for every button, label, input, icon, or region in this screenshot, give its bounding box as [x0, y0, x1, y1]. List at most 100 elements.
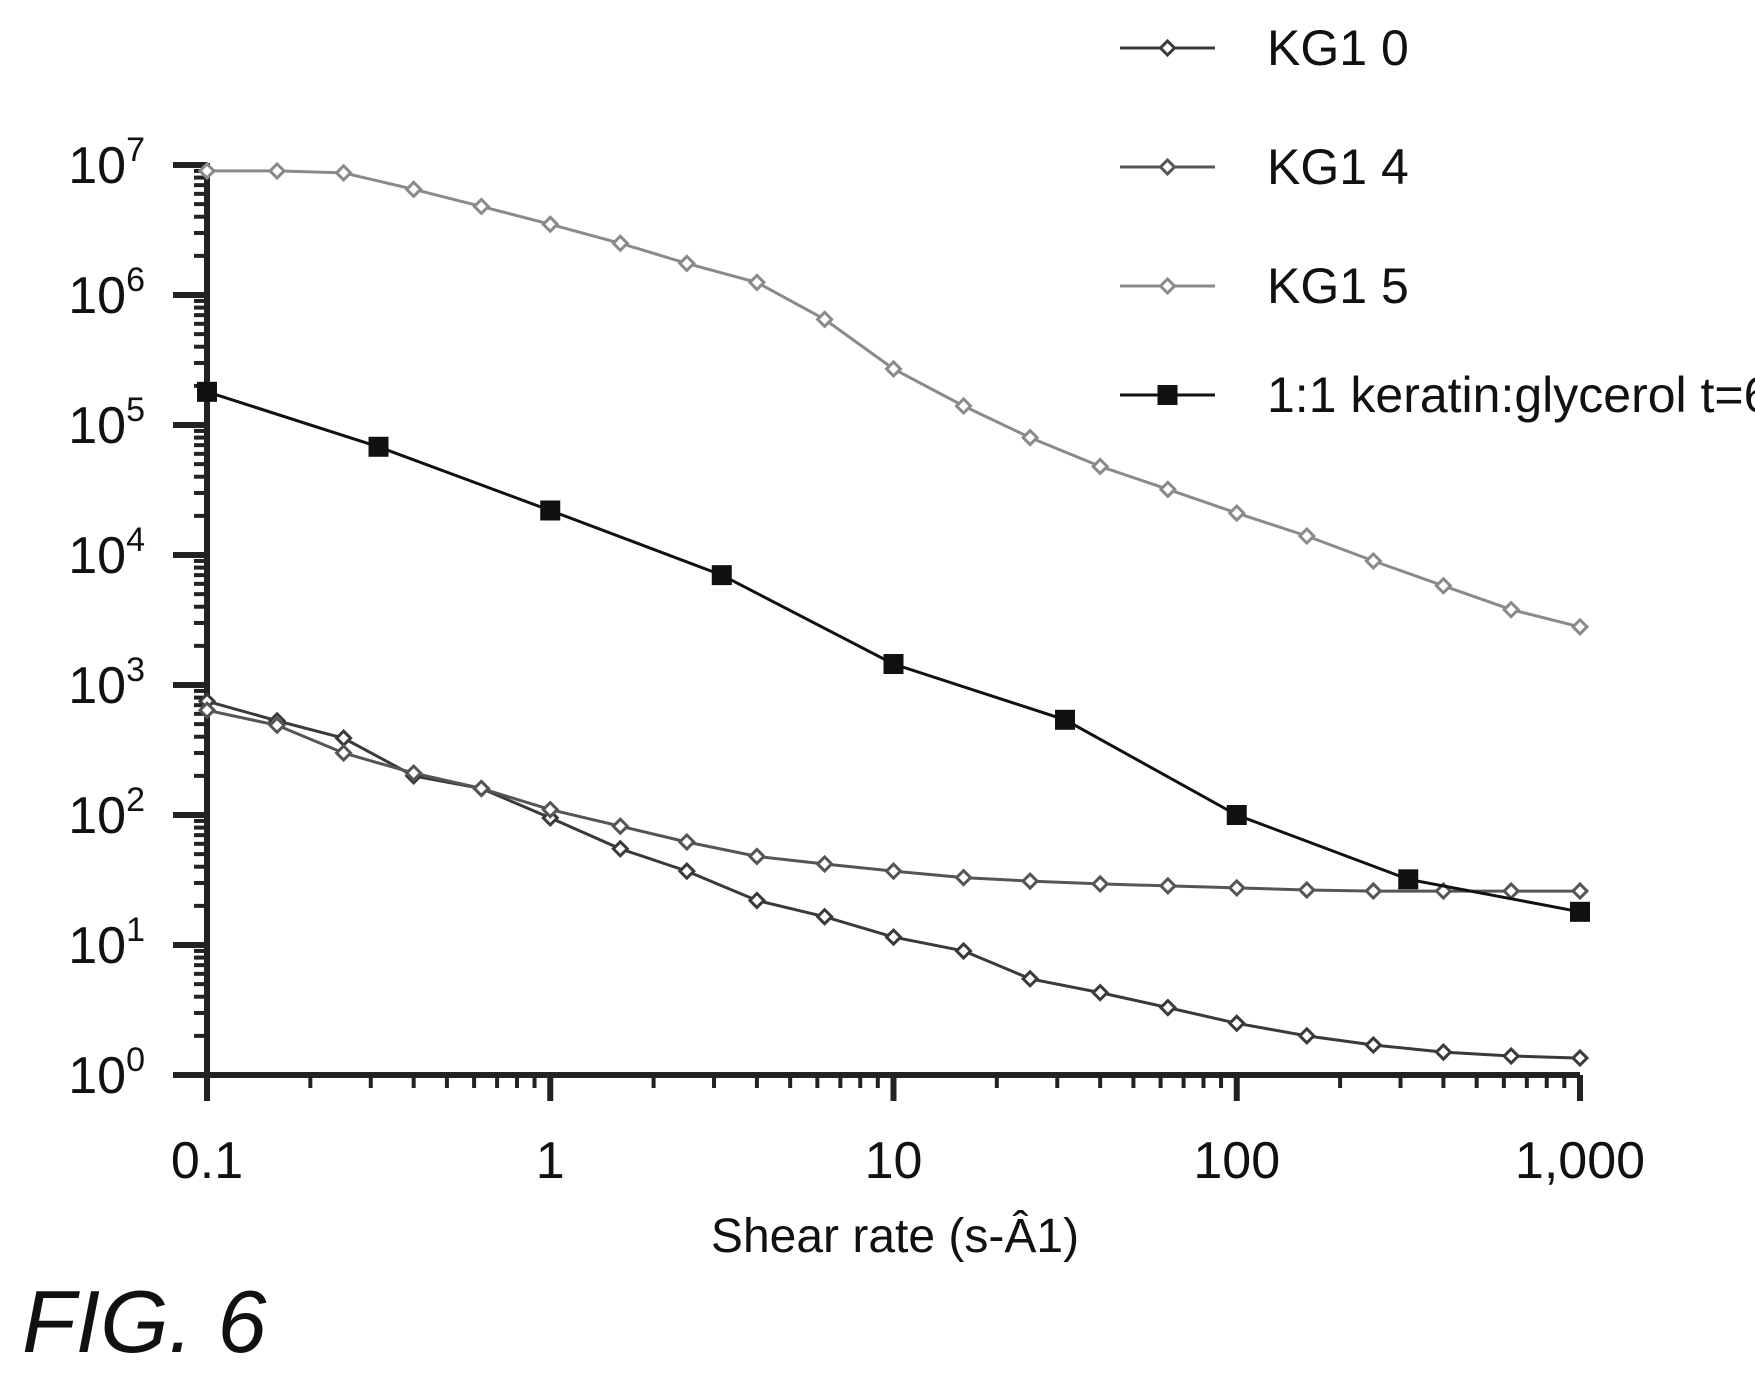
- data-point: [1158, 480, 1177, 499]
- legend-label: 1:1 keratin:glycerol t=6: [1267, 367, 1755, 423]
- data-point: [1227, 503, 1246, 523]
- legend-swatch-marker: [1158, 38, 1177, 58]
- data-point: [1055, 709, 1076, 730]
- data-point: [1297, 880, 1316, 900]
- data-point: [815, 907, 834, 926]
- data-point: [334, 163, 353, 182]
- data-point: [747, 847, 767, 866]
- legend-item-0: KG1 0: [1120, 20, 1409, 76]
- data-point: [1364, 881, 1383, 901]
- data-point: [1091, 983, 1110, 1002]
- data-point: [954, 396, 973, 416]
- data-point: [884, 862, 903, 881]
- data-point: [1434, 576, 1453, 595]
- data-point: [267, 161, 287, 181]
- x-tick-label: 1: [536, 1132, 565, 1190]
- y-tick-label: 106: [68, 261, 145, 325]
- data-point: [1570, 617, 1590, 636]
- data-point: [1297, 526, 1316, 546]
- legend: KG1 0 KG1 4 KG1 5 1:1 keratin:glycerol t=6: [1120, 20, 1755, 423]
- data-point: [1501, 1046, 1521, 1066]
- y-tick-label: 102: [68, 781, 145, 845]
- x-tick-label: 0.1: [171, 1132, 243, 1190]
- data-point: [404, 180, 423, 199]
- series-2: [197, 161, 1590, 636]
- data-point: [747, 273, 767, 292]
- data-point: [1501, 600, 1521, 619]
- data-point: [1158, 998, 1177, 1017]
- data-point: [884, 359, 903, 379]
- data-point: [815, 310, 834, 329]
- figure-caption: FIG. 6: [22, 1272, 267, 1371]
- data-point: [1364, 1035, 1383, 1055]
- data-point: [368, 436, 389, 457]
- data-point: [611, 234, 630, 253]
- legend-swatch-marker: [1158, 157, 1177, 177]
- data-point: [1227, 878, 1246, 898]
- data-point: [197, 161, 217, 181]
- legend-item-1: KG1 4: [1120, 139, 1409, 195]
- y-tick-label: 101: [68, 911, 145, 975]
- data-point: [1434, 1042, 1453, 1062]
- data-point: [883, 654, 904, 675]
- data-point: [611, 817, 630, 836]
- data-point: [540, 500, 561, 521]
- data-point: [1501, 881, 1521, 901]
- data-point: [954, 941, 973, 961]
- data-point: [1297, 1026, 1316, 1045]
- data-point: [677, 862, 696, 881]
- data-point: [1091, 457, 1110, 476]
- x-axis-title: Shear rate (s-Â1): [711, 1210, 1079, 1263]
- data-point: [1158, 876, 1177, 895]
- data-point: [541, 215, 560, 234]
- data-point: [1570, 881, 1590, 901]
- x-tick-label: 100: [1193, 1132, 1280, 1190]
- legend-label: KG1 0: [1267, 20, 1409, 76]
- data-point: [1226, 805, 1247, 825]
- data-point: [1570, 901, 1590, 922]
- data-point: [197, 701, 217, 720]
- data-point: [472, 779, 491, 798]
- data-point: [1227, 1014, 1246, 1033]
- data-point: [677, 254, 696, 273]
- data-point: [747, 891, 767, 910]
- x-tick-label: 1,000: [1515, 1132, 1645, 1190]
- series-group: [197, 161, 1590, 1068]
- legend-item-2: KG1 5: [1120, 258, 1409, 314]
- data-point: [884, 927, 903, 947]
- data-point: [1364, 551, 1383, 571]
- legend-swatch-marker: [1157, 385, 1178, 405]
- data-point: [541, 800, 560, 819]
- data-point: [1020, 428, 1040, 447]
- series-0: [197, 692, 1590, 1068]
- data-point: [677, 832, 696, 852]
- legend-item-3: 1:1 keratin:glycerol t=6: [1120, 367, 1755, 423]
- data-point: [267, 716, 287, 735]
- legend-swatch-marker: [1158, 276, 1177, 296]
- y-tick-label: 100: [68, 1041, 145, 1105]
- data-point: [334, 743, 353, 763]
- data-point: [1091, 874, 1110, 894]
- data-point: [1020, 872, 1040, 891]
- data-point: [334, 729, 353, 748]
- data-point: [611, 839, 630, 858]
- legend-label: KG1 4: [1267, 139, 1409, 195]
- data-point: [815, 854, 834, 874]
- y-tick-label: 105: [68, 391, 145, 455]
- data-point: [1020, 969, 1040, 988]
- y-tick-label: 107: [68, 131, 145, 195]
- data-point: [711, 565, 732, 586]
- x-tick-label: 10: [865, 1132, 923, 1190]
- axes: 0.1 1 10 100 1,000 100 101 102 103 104 105 106 107: [68, 131, 1645, 1190]
- data-point: [1570, 1048, 1590, 1068]
- series-1: [197, 701, 1590, 901]
- data-point: [197, 381, 217, 402]
- data-point: [472, 197, 491, 216]
- legend-label: KG1 5: [1267, 258, 1409, 314]
- data-point: [1398, 869, 1419, 890]
- series-3: [197, 381, 1590, 922]
- y-tick-label: 103: [68, 651, 145, 715]
- series-line: [206, 390, 1581, 914]
- data-point: [954, 868, 973, 887]
